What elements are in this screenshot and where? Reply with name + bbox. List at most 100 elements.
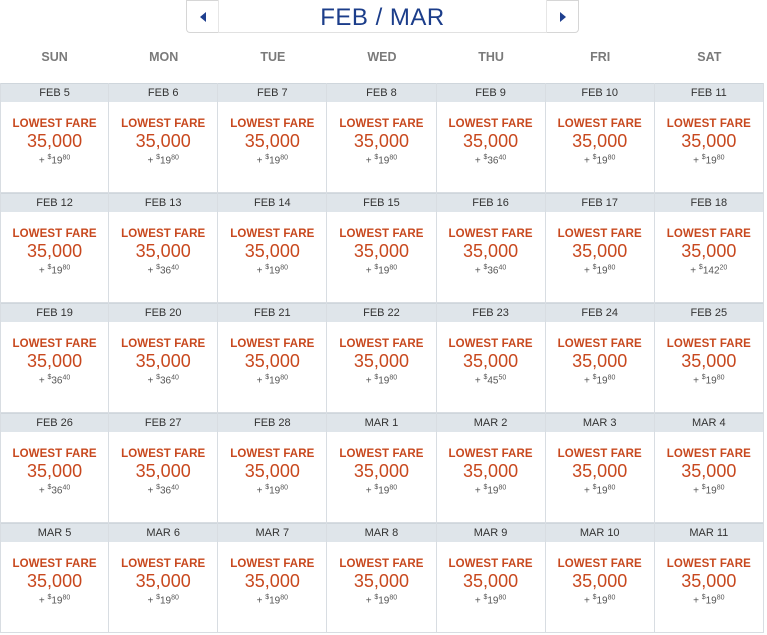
fare-tax-cents: 80 (171, 154, 179, 162)
day-date: FEB 13 (109, 193, 218, 212)
fare-day-cell[interactable]: FEB 10 LOWEST FARE 35,000 + $1980 (545, 83, 655, 193)
fare-miles: 35,000 (681, 571, 737, 591)
fare-miles: 35,000 (353, 571, 409, 591)
weekday-header: SAT (697, 50, 722, 64)
fare-day-cell[interactable]: FEB 6 LOWEST FARE 35,000 + $1980 (109, 83, 219, 193)
fare-day-cell[interactable]: MAR 2 LOWEST FARE 35,000 + $1980 (436, 413, 546, 523)
fare-miles: 35,000 (244, 131, 300, 151)
fare-tax: + $1980 (693, 484, 725, 497)
fare-tax-dollars: 36 (159, 375, 172, 387)
fare-day-cell[interactable]: FEB 21 LOWEST FARE 35,000 + $1980 (218, 303, 328, 413)
fare-miles: 35,000 (27, 461, 83, 481)
fare-tax: + $3640 (147, 264, 179, 277)
fare-label: LOWEST FARE (230, 558, 315, 570)
fare-day-cell[interactable]: FEB 14 LOWEST FARE 35,000 + $1980 (218, 193, 328, 303)
fare-tax-cents: 80 (389, 374, 398, 382)
fare-day-cell[interactable]: MAR 7 LOWEST FARE 35,000 + $1980 (218, 523, 328, 633)
fare-label: LOWEST FARE (12, 448, 97, 460)
fare-tax-dollars: 19 (705, 595, 717, 607)
fare-label: LOWEST FARE (121, 338, 206, 350)
fare-label: LOWEST FARE (12, 118, 97, 130)
fare-day-cell[interactable]: FEB 7 LOWEST FARE 35,000 + $1980 (218, 83, 328, 193)
fare-day-cell[interactable]: FEB 28 LOWEST FARE 35,000 + $1980 (218, 413, 328, 523)
fare-day-cell[interactable]: FEB 23 LOWEST FARE 35,000 + $4550 (436, 303, 546, 413)
fare-tax: + $1980 (693, 594, 725, 607)
fare-day-cell[interactable]: FEB 24 LOWEST FARE 35,000 + $1980 (545, 303, 655, 413)
fare-tax-cents: 40 (171, 374, 179, 382)
fare-day-cell[interactable]: FEB 9 LOWEST FARE 35,000 + $3640 (436, 83, 546, 193)
fare-day-cell[interactable]: FEB 20 LOWEST FARE 35,000 + $3640 (109, 303, 219, 413)
fare-label: LOWEST FARE (557, 338, 642, 350)
fare-tax: + $1980 (365, 374, 398, 387)
fare-tax: + $1980 (256, 264, 289, 277)
fare-day-cell[interactable]: MAR 6 LOWEST FARE 35,000 + $1980 (109, 523, 219, 633)
fare-label: LOWEST FARE (121, 228, 206, 240)
fare-miles: 35,000 (463, 131, 519, 151)
fare-day-cell[interactable]: FEB 12 LOWEST FARE 35,000 + $1980 (0, 193, 110, 303)
fare-label: LOWEST FARE (12, 338, 97, 350)
fare-day-cell[interactable]: FEB 19 LOWEST FARE 35,000 + $3640 (0, 303, 110, 413)
fare-day-cell[interactable]: FEB 5 LOWEST FARE 35,000 + $1980 (0, 83, 110, 193)
triangle-right-icon (559, 11, 566, 22)
fare-tax-dollars: 19 (269, 485, 281, 497)
fare-tax-dollars: 19 (269, 265, 281, 277)
fare-label: LOWEST FARE (666, 558, 751, 570)
fare-day-cell[interactable]: FEB 17 LOWEST FARE 35,000 + $1980 (545, 193, 655, 303)
fare-tax-cents: 20 (719, 264, 728, 272)
fare-day-cell[interactable]: MAR 11 LOWEST FARE 35,000 + $1980 (654, 523, 764, 633)
fare-day-cell[interactable]: FEB 25 LOWEST FARE 35,000 + $1980 (654, 303, 764, 413)
day-date: FEB 7 (218, 83, 327, 102)
fare-tax: + $1980 (583, 154, 616, 167)
fare-label: LOWEST FARE (557, 448, 642, 460)
fare-tax: + $1980 (693, 374, 725, 387)
fare-tax: + $14220 (690, 264, 728, 277)
fare-day-cell[interactable]: MAR 3 LOWEST FARE 35,000 + $1980 (545, 413, 655, 523)
day-date: FEB 12 (1, 193, 109, 212)
fare-day-cell[interactable]: FEB 13 LOWEST FARE 35,000 + $3640 (109, 193, 219, 303)
fare-day-cell[interactable]: FEB 18 LOWEST FARE 35,000 + $14220 (654, 193, 764, 303)
fare-tax: + $4550 (474, 374, 507, 387)
fare-tax-dollars: 19 (705, 375, 717, 387)
fare-tax-dollars: 19 (51, 155, 63, 167)
fare-label: LOWEST FARE (557, 558, 642, 570)
fare-miles: 35,000 (135, 131, 191, 151)
fare-day-cell[interactable]: MAR 8 LOWEST FARE 35,000 + $1980 (327, 523, 437, 633)
fare-label: LOWEST FARE (339, 448, 424, 460)
fare-tax-cents: 50 (498, 374, 507, 382)
fare-day-cell[interactable]: MAR 1 LOWEST FARE 35,000 + $1980 (327, 413, 437, 523)
fare-tax: + $1980 (365, 154, 398, 167)
fare-label: LOWEST FARE (557, 118, 642, 130)
fare-miles: 35,000 (681, 131, 737, 151)
fare-day-cell[interactable]: MAR 9 LOWEST FARE 35,000 + $1980 (436, 523, 546, 633)
fare-tax-dollars: 19 (596, 155, 608, 167)
fare-label: LOWEST FARE (557, 228, 642, 240)
next-month-button[interactable] (547, 0, 579, 33)
fare-miles: 35,000 (135, 461, 191, 481)
fare-miles: 35,000 (244, 571, 300, 591)
fare-tax: + $1980 (256, 594, 289, 607)
weekday-header: TUE (260, 50, 286, 64)
day-date: FEB 18 (654, 193, 763, 212)
fare-day-cell[interactable]: FEB 8 LOWEST FARE 35,000 + $1980 (327, 83, 437, 193)
fare-label: LOWEST FARE (230, 448, 315, 460)
fare-day-cell[interactable]: MAR 4 LOWEST FARE 35,000 + $1980 (654, 413, 764, 523)
fare-miles: 35,000 (353, 461, 409, 481)
fare-miles: 35,000 (572, 571, 628, 591)
fare-day-cell[interactable]: FEB 27 LOWEST FARE 35,000 + $3640 (109, 413, 219, 523)
fare-day-cell[interactable]: FEB 15 LOWEST FARE 35,000 + $1980 (327, 193, 437, 303)
fare-tax-cents: 80 (389, 264, 398, 272)
previous-month-button[interactable] (186, 0, 218, 33)
fare-label: LOWEST FARE (230, 338, 315, 350)
fare-label: LOWEST FARE (339, 118, 424, 130)
calendar-week-row: FEB 5 LOWEST FARE 35,000 + $1980 FEB 6 LOWEST… (0, 83, 764, 193)
fare-day-cell[interactable]: MAR 10 LOWEST FARE 35,000 + $1980 (545, 523, 655, 633)
fare-day-cell[interactable]: FEB 26 LOWEST FARE 35,000 + $3640 (0, 413, 110, 523)
fare-day-cell[interactable]: MAR 5 LOWEST FARE 35,000 + $1980 (0, 523, 110, 633)
fare-day-cell[interactable]: FEB 22 LOWEST FARE 35,000 + $1980 (327, 303, 437, 413)
fare-tax-cents: 40 (62, 484, 71, 492)
fare-day-cell[interactable]: FEB 16 LOWEST FARE 35,000 + $3640 (436, 193, 546, 303)
fare-day-cell[interactable]: FEB 11 LOWEST FARE 35,000 + $1980 (654, 83, 764, 193)
fare-miles: 35,000 (572, 461, 628, 481)
fare-miles: 35,000 (572, 351, 628, 371)
fare-miles: 35,000 (572, 241, 628, 261)
